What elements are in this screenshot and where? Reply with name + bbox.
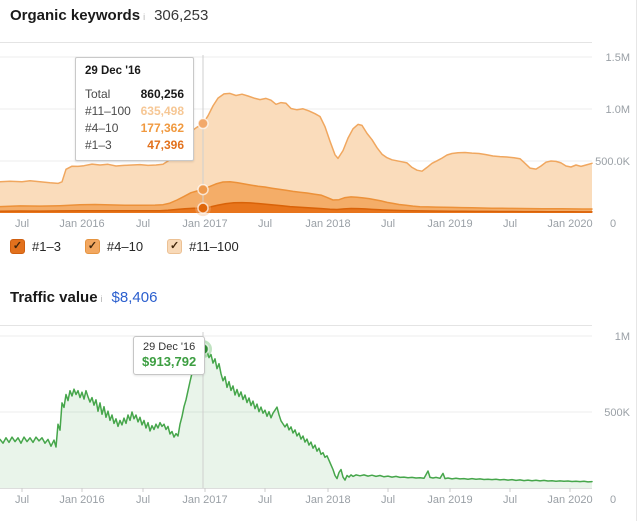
tooltip-row-4-10: #4–10 177,362	[85, 121, 184, 135]
legend-label-11-100: #11–100	[189, 239, 239, 254]
svg-text:Jan 2017: Jan 2017	[182, 218, 227, 230]
svg-text:Jul: Jul	[503, 494, 517, 506]
tooltip-date: 29 Dec '16	[142, 341, 196, 353]
svg-text:Jul: Jul	[136, 494, 150, 506]
tooltip-row-total: Total 860,256	[85, 87, 184, 101]
svg-text:500.0K: 500.0K	[595, 156, 631, 168]
info-icon[interactable]: i	[100, 294, 103, 304]
checkbox-1-3[interactable]: ✓	[10, 239, 25, 254]
traffic-value-tooltip: 29 Dec '16 $913,792	[133, 336, 206, 375]
panel-right-border	[636, 0, 637, 521]
svg-text:Jul: Jul	[381, 218, 395, 230]
organic-keywords-chart[interactable]: 1.5M 1.0M 500.0K 0 Jul Jan 2016 Jul Jan 2017 Jul…	[0, 42, 640, 234]
legend-item-11-100[interactable]: ✓ #11–100	[167, 239, 239, 254]
checkbox-4-10[interactable]: ✓	[84, 239, 100, 254]
tooltip-row-1-3: #1–3 47,396	[85, 138, 184, 152]
svg-text:Jan 2016: Jan 2016	[59, 218, 104, 230]
legend-label-4-10: #4–10	[106, 239, 144, 254]
svg-text:500K: 500K	[604, 407, 630, 419]
organic-keywords-title: Organic keywords	[10, 7, 141, 24]
svg-text:1M: 1M	[615, 331, 630, 343]
legend-item-4-10[interactable]: ✓ #4–10	[84, 239, 144, 254]
tooltip-value: $913,792	[142, 354, 197, 369]
svg-text:Jan 2020: Jan 2020	[547, 218, 592, 230]
svg-text:Jul: Jul	[15, 494, 29, 506]
svg-text:Jul: Jul	[258, 494, 272, 506]
svg-text:Jul: Jul	[381, 494, 395, 506]
legend-label-1-3: #1–3	[32, 239, 61, 254]
organic-keywords-count: 306,253	[154, 7, 209, 24]
svg-text:Jul: Jul	[503, 218, 517, 230]
organic-keywords-tooltip: 29 Dec '16 Total 860,256 #11–100 635,498…	[75, 57, 194, 161]
checkbox-11-100[interactable]: ✓	[167, 239, 183, 254]
traffic-value-amount[interactable]: $8,406	[111, 289, 158, 306]
svg-text:Jan 2019: Jan 2019	[427, 494, 472, 506]
svg-text:0: 0	[610, 494, 616, 506]
traffic-value-header: Traffic value i $8,406	[10, 289, 157, 306]
svg-text:1.0M: 1.0M	[606, 104, 630, 116]
svg-text:Jan 2017: Jan 2017	[182, 494, 227, 506]
svg-text:Jan 2016: Jan 2016	[59, 494, 104, 506]
tooltip-date: 29 Dec '16	[85, 65, 141, 77]
info-icon[interactable]: i	[143, 12, 146, 22]
tooltip-row-11-100: #11–100 635,498	[85, 104, 184, 118]
svg-text:Jul: Jul	[15, 218, 29, 230]
svg-text:Jan 2020: Jan 2020	[547, 494, 592, 506]
traffic-value-chart[interactable]: 1M 500K 0 Jul Jan 2016 Jul Jan 2017 Jul Jan 2018…	[0, 325, 640, 517]
svg-text:0: 0	[610, 218, 616, 230]
organic-keywords-header: Organic keywords i 306,253	[10, 7, 208, 24]
legend-item-1-3[interactable]: ✓ #1–3	[10, 239, 61, 254]
keyword-position-legend: ✓ #1–3 ✓ #4–10 ✓ #11–100	[10, 239, 239, 254]
svg-text:Jan 2019: Jan 2019	[427, 218, 472, 230]
svg-text:Jul: Jul	[258, 218, 272, 230]
svg-text:Jul: Jul	[136, 218, 150, 230]
svg-text:Jan 2018: Jan 2018	[305, 218, 350, 230]
svg-text:1.5M: 1.5M	[606, 52, 630, 64]
svg-text:Jan 2018: Jan 2018	[305, 494, 350, 506]
traffic-value-title: Traffic value	[10, 289, 98, 306]
